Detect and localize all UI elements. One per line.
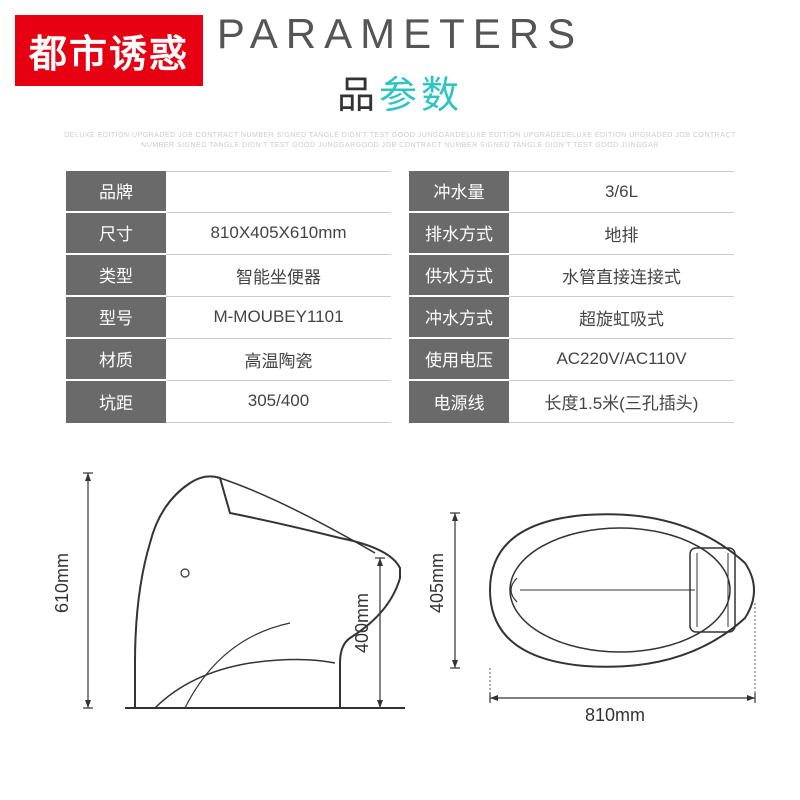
table-row: 类型智能坐便器 (66, 255, 391, 297)
decorative-fineprint: DELUXE EDITION UPGRADED JOB CONTRACT NUM… (0, 119, 800, 171)
param-label: 排水方式 (409, 213, 509, 255)
right-param-table: 冲水量3/6L 排水方式地排 供水方式水管直接连接式 冲水方式超旋虹吸式 使用电… (409, 171, 734, 423)
param-label: 供水方式 (409, 255, 509, 297)
param-label: 电源线 (409, 381, 509, 423)
param-label: 使用电压 (409, 339, 509, 381)
param-value: 地排 (509, 213, 734, 255)
table-row: 品牌 (66, 171, 391, 213)
param-value: 水管直接连接式 (509, 255, 734, 297)
param-label: 坑距 (66, 381, 166, 423)
param-value: 810X405X610mm (166, 213, 391, 255)
left-param-table: 品牌 尺寸810X405X610mm 类型智能坐便器 型号M-MOUBEY110… (66, 171, 391, 423)
param-label: 型号 (66, 297, 166, 339)
table-row: 冲水量3/6L (409, 171, 734, 213)
param-value: M-MOUBEY1101 (166, 297, 391, 339)
toilet-top-svg (445, 493, 765, 723)
parameter-tables: 品牌 尺寸810X405X610mm 类型智能坐便器 型号M-MOUBEY110… (0, 171, 800, 423)
table-row: 排水方式地排 (409, 213, 734, 255)
param-label: 冲水方式 (409, 297, 509, 339)
param-label: 尺寸 (66, 213, 166, 255)
table-row: 坑距305/400 (66, 381, 391, 423)
param-value: 超旋虹吸式 (509, 297, 734, 339)
param-label: 类型 (66, 255, 166, 297)
header-cn-accent: 参数 (379, 75, 463, 117)
table-row: 使用电压AC220V/AC110V (409, 339, 734, 381)
param-value: 智能坐便器 (166, 255, 391, 297)
table-row: 材质高温陶瓷 (66, 339, 391, 381)
table-row: 供水方式水管直接连接式 (409, 255, 734, 297)
param-value: 305/400 (166, 381, 391, 423)
brand-watermark: 都市诱惑 (15, 15, 203, 86)
param-value: 长度1.5米(三孔插头) (509, 381, 734, 423)
dim-width: 405mm (427, 553, 448, 613)
table-row: 型号M-MOUBEY1101 (66, 297, 391, 339)
dim-inner-height: 400mm (352, 593, 373, 653)
table-row: 冲水方式超旋虹吸式 (409, 297, 734, 339)
table-row: 电源线长度1.5米(三孔插头) (409, 381, 734, 423)
dim-length: 810mm (585, 705, 645, 726)
dimension-diagrams: 610mm 400mm (0, 463, 800, 763)
header-cn-prefix: 品 (337, 75, 379, 117)
param-value: 3/6L (509, 171, 734, 213)
param-value: 高温陶瓷 (166, 339, 391, 381)
table-row: 尺寸810X405X610mm (66, 213, 391, 255)
param-value (166, 171, 391, 213)
dim-height: 610mm (52, 553, 73, 613)
param-value: AC220V/AC110V (509, 339, 734, 381)
param-label: 材质 (66, 339, 166, 381)
side-view-diagram: 610mm 400mm (80, 463, 410, 728)
top-view-diagram: 405mm 810mm (445, 493, 765, 728)
param-label: 品牌 (66, 171, 166, 213)
param-label: 冲水量 (409, 171, 509, 213)
